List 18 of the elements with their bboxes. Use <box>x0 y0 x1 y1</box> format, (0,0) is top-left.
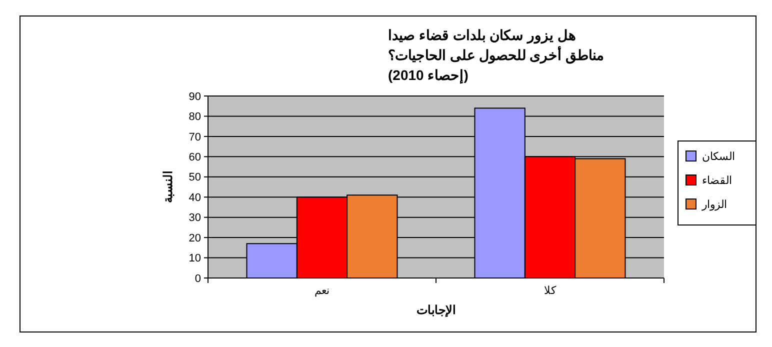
y-tick-label: 60 <box>188 152 201 164</box>
chart-title: هل يزور سكان بلدات قضاء صيدا مناطق أخرى للحصول على الحاجيات؟ (إحصاء 2010) <box>388 27 605 85</box>
legend-label: السكان <box>702 151 735 163</box>
y-tick-label: 90 <box>188 90 201 103</box>
y-tick-label: 20 <box>188 232 201 244</box>
x-tick-label: كلا <box>544 285 557 297</box>
legend-label: الزوار <box>701 199 727 211</box>
y-axis-title: النسبة <box>161 171 175 203</box>
x-tick-label: نعم <box>314 285 330 297</box>
y-tick-label: 40 <box>188 192 201 204</box>
y-tick-label: 70 <box>188 131 201 144</box>
x-axis-title: الإجابات <box>416 303 456 318</box>
y-tick-label: 50 <box>188 172 201 184</box>
y-tick-label: 0 <box>194 272 201 285</box>
legend-label: القضاء <box>702 175 732 187</box>
y-tick-label: 30 <box>188 212 201 224</box>
y-tick-label: 10 <box>188 252 201 265</box>
y-tick-label: 80 <box>188 111 201 124</box>
